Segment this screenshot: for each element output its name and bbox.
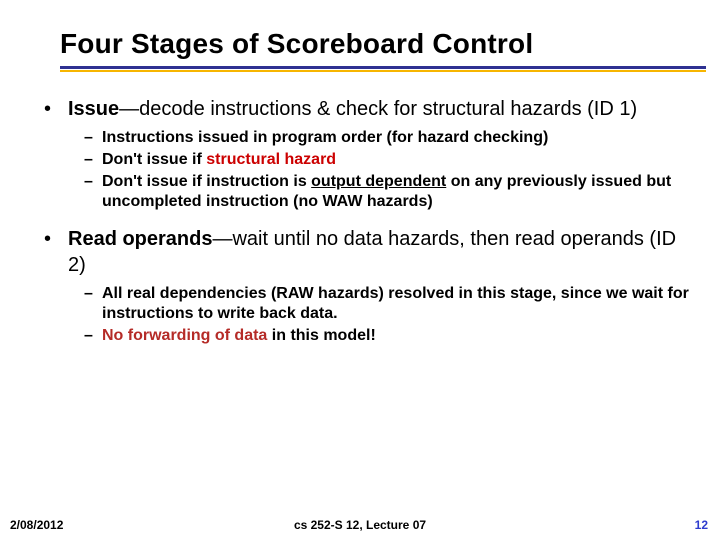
dash-icon: – (84, 326, 102, 346)
sub-1-3-text: Don't issue if instruction is output dep… (102, 172, 692, 212)
sub-1-3: – Don't issue if instruction is output d… (38, 172, 692, 212)
dash-icon: – (84, 172, 102, 212)
output-dependent-text: output dependent (311, 173, 446, 190)
dash-icon: – (84, 128, 102, 148)
dot-icon: • (44, 226, 68, 278)
bullet-1-subs: – Instructions issued in program order (… (38, 128, 692, 212)
bullet-2: • Read operands—wait until no data hazar… (38, 226, 692, 278)
sub-1-2-text: Don't issue if structural hazard (102, 150, 336, 170)
sub-1-2: – Don't issue if structural hazard (38, 150, 692, 170)
title-wrap: Four Stages of Scoreboard Control (0, 0, 720, 60)
footer: 2/08/2012 cs 252-S 12, Lecture 07 12 (0, 512, 720, 532)
bullet-1-text: Issue—decode instructions & check for st… (68, 96, 637, 122)
no-forwarding-text: No forwarding of data (102, 327, 267, 344)
sub-2-1-text: All real dependencies (RAW hazards) reso… (102, 284, 692, 324)
structural-hazard-text: structural hazard (206, 151, 336, 168)
dash-icon: – (84, 284, 102, 324)
sub-1-3-prefix: Don't issue if instruction is (102, 173, 311, 190)
footer-center: cs 252-S 12, Lecture 07 (294, 518, 426, 532)
bullet-1-rest: —decode instructions & check for structu… (119, 98, 637, 120)
footer-page-number: 12 (695, 518, 708, 532)
slide: Four Stages of Scoreboard Control • Issu… (0, 0, 720, 540)
bullet-2-lead: Read operands (68, 228, 212, 250)
content: • Issue—decode instructions & check for … (0, 72, 720, 346)
sub-2-1: – All real dependencies (RAW hazards) re… (38, 284, 692, 324)
bullet-2-subs: – All real dependencies (RAW hazards) re… (38, 284, 692, 346)
sub-2-2-suffix: in this model! (267, 327, 375, 344)
slide-title: Four Stages of Scoreboard Control (60, 28, 706, 60)
sub-1-1-text: Instructions issued in program order (fo… (102, 128, 548, 148)
bullet-2-text: Read operands—wait until no data hazards… (68, 226, 692, 278)
sub-1-2-prefix: Don't issue if (102, 151, 206, 168)
sub-1-1: – Instructions issued in program order (… (38, 128, 692, 148)
sub-2-2: – No forwarding of data in this model! (38, 326, 692, 346)
bullet-1: • Issue—decode instructions & check for … (38, 96, 692, 122)
dash-icon: – (84, 150, 102, 170)
dot-icon: • (44, 96, 68, 122)
footer-date: 2/08/2012 (10, 518, 63, 532)
sub-2-2-text: No forwarding of data in this model! (102, 326, 376, 346)
bullet-1-lead: Issue (68, 98, 119, 120)
